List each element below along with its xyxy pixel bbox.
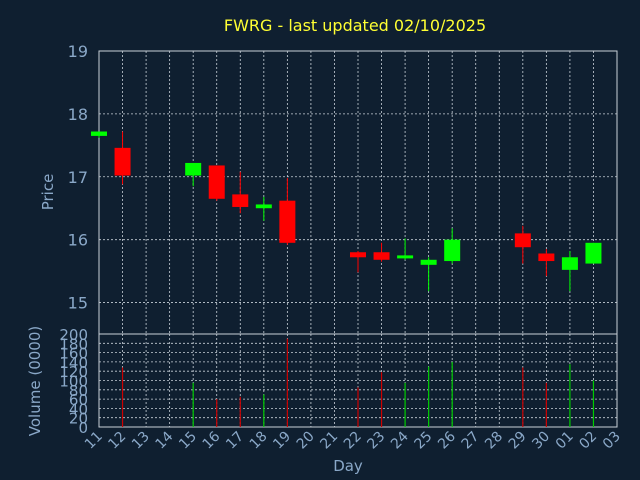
candle-body: [185, 162, 202, 176]
candle-body: [397, 255, 414, 259]
candle-body: [232, 194, 249, 207]
candle-body: [208, 165, 225, 199]
volume-y-tick-label: 20: [69, 410, 88, 428]
candle-body: [373, 252, 390, 260]
candle-01: [561, 250, 578, 292]
x-axis-label: Day: [333, 457, 363, 475]
volume-y-tick-label: 0: [78, 419, 88, 437]
candle-body: [538, 253, 555, 262]
volume-y-label: Volume (0000): [26, 326, 44, 436]
candle-body: [444, 239, 461, 262]
candle-12: [114, 131, 131, 185]
candle-22: [350, 250, 366, 273]
candle-body: [585, 242, 602, 264]
volume-y-tick-label: 100: [59, 373, 88, 391]
price-y-ticks: 15 16 17 18 19: [68, 42, 88, 313]
price-y-tick-label: 15: [68, 294, 88, 313]
price-y-tick-label: 18: [68, 105, 88, 124]
candle-23: [373, 242, 390, 262]
candle-16: [208, 165, 225, 201]
price-y-label: Price: [39, 174, 57, 211]
candle-02: [585, 242, 602, 264]
chart-title: FWRG - last updated 02/10/2025: [224, 16, 486, 35]
volume-y-tick-label: 140: [59, 354, 88, 372]
volume-y-tick-label: 160: [59, 345, 88, 363]
candle-19: [279, 178, 296, 245]
price-y-tick-label: 19: [68, 42, 88, 61]
volume-y-tick-label: 60: [69, 391, 88, 409]
price-candles: [91, 131, 602, 292]
candle-body: [561, 257, 578, 270]
candle-body: [114, 147, 131, 176]
candle-25: [420, 257, 437, 292]
volume-y-tick-label: 80: [69, 382, 88, 400]
candle-body: [279, 200, 296, 243]
volume-bars: [121, 338, 595, 427]
volume-y-tick-label: 40: [69, 400, 88, 418]
candle-body: [350, 252, 366, 258]
price-y-tick-label: 17: [68, 168, 88, 187]
candle-body: [91, 131, 107, 136]
candle-24: [397, 238, 414, 260]
candle-17: [232, 171, 249, 214]
x-axis-ticks: 11 12 13 14 15 16 17 18 19 20 21 22 23 24 25 26 27 28 29 30…: [82, 428, 624, 452]
candle-11: [91, 131, 107, 138]
candle-body: [514, 233, 531, 248]
price-y-tick-label: 16: [68, 231, 88, 250]
candle-body: [420, 259, 437, 265]
volume-y-tick-label: 180: [59, 335, 88, 353]
candle-15: [185, 162, 202, 187]
candle-body: [255, 204, 272, 209]
volume-y-tick-label: 120: [59, 363, 88, 381]
candle-18: [255, 196, 272, 221]
candle-29: [514, 225, 531, 264]
volume-y-tick-label: 200: [59, 326, 88, 344]
candle-30: [538, 249, 555, 277]
candle-26: [444, 228, 461, 264]
